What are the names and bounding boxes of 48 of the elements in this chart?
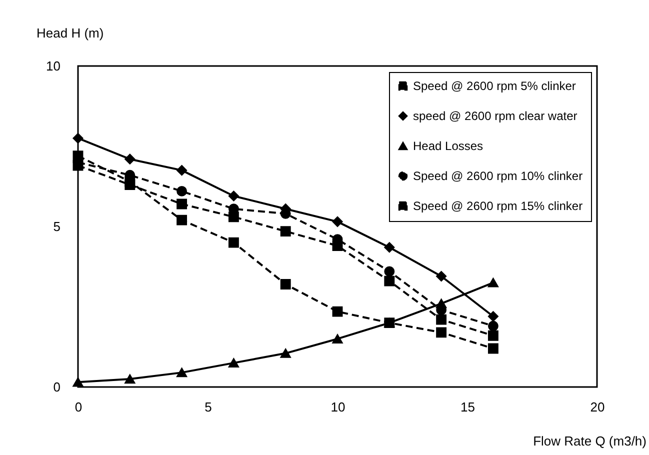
point [436,271,447,282]
point [488,320,498,332]
point [384,276,395,286]
point [228,237,239,248]
y-tick-label: 0 [53,380,60,394]
point [280,348,291,358]
x-tick-label: 10 [330,400,346,414]
x-tick-label: 5 [204,400,212,414]
point [384,242,395,253]
y-axis-title: Head H (m) [36,26,104,40]
point [176,198,188,210]
point [332,334,343,344]
x-tick-label: 15 [460,400,475,414]
point [280,226,291,237]
x-tick-label: 20 [590,400,605,414]
legend-label: Speed @ 2600 rpm 15% clinker [413,199,583,213]
point [488,311,498,322]
point [488,343,498,354]
point [124,154,136,164]
point [488,278,498,288]
point [488,330,498,341]
y-tick-label: 10 [46,58,60,74]
legend-label: Speed @ 2600 rpm 10% clinker [413,169,583,183]
legend-label: Head Losses [413,139,484,153]
point [228,190,239,202]
point [436,327,447,338]
point [176,368,188,378]
point [176,214,188,226]
point [124,180,136,190]
point [384,266,395,277]
point [332,306,343,317]
point [176,165,188,176]
point [176,186,188,196]
legend-label: speed @ 2600 rpm clear water [413,109,578,123]
point [72,133,84,144]
point [332,216,343,227]
legend-label: Speed @ 2600 rpm 5% clinker [413,79,576,93]
point [436,314,447,325]
x-tick-label: 0 [74,400,82,414]
point [280,279,291,290]
point [72,160,84,171]
point [72,378,84,387]
x-axis-title: Flow Rate Q (m3/h) [533,434,646,448]
point [228,212,239,222]
y-tick-label: 5 [53,219,60,234]
point [124,374,136,384]
point [332,240,343,251]
point [228,358,239,368]
